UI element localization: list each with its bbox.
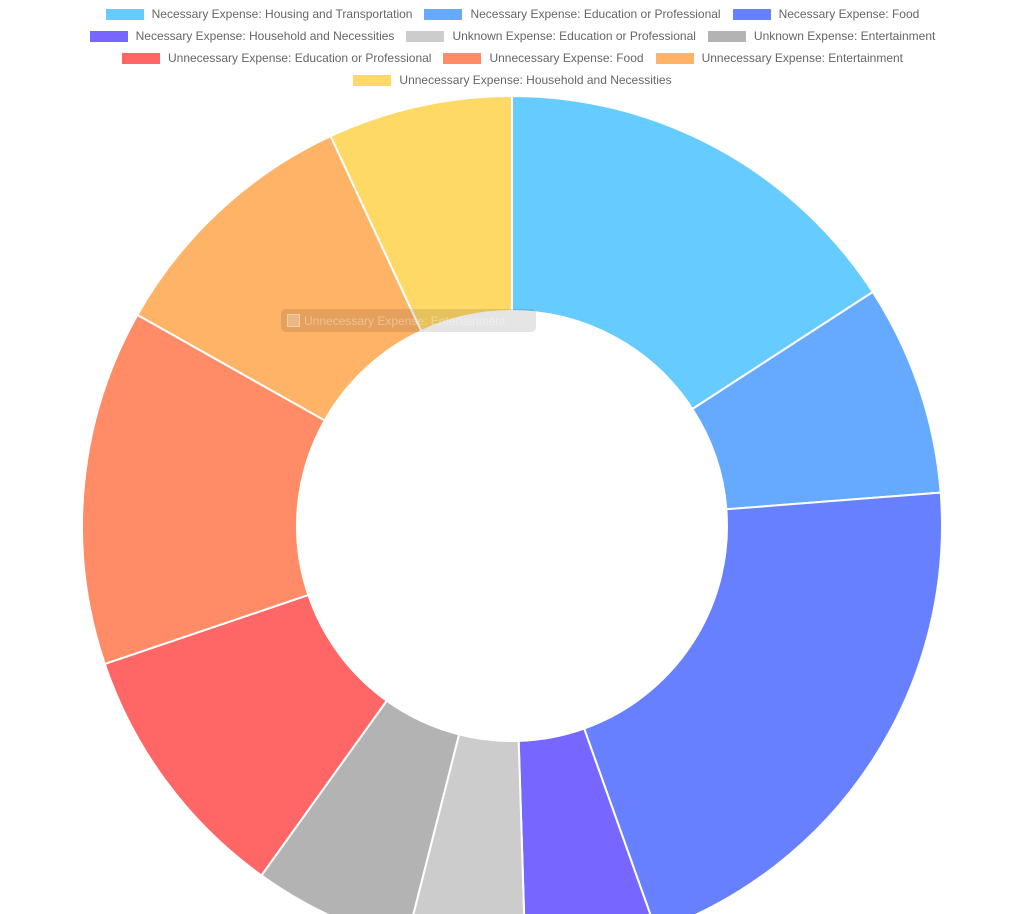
tooltip-label: Unnecessary Expense: Entertainment [304,313,506,328]
legend-item-unnecessary-household[interactable]: Unnecessary Expense: Household and Neces… [353,73,672,87]
legend-label: Necessary Expense: Housing and Transport… [151,7,413,21]
legend-item-unnecessary-education[interactable]: Unnecessary Expense: Education or Profes… [121,51,432,65]
legend-label: Unnecessary Expense: Entertainment [701,51,904,65]
slice-unnecessary-expense-education-or-professional[interactable] [103,593,389,877]
legend-label: Unnecessary Expense: Food [489,51,644,65]
legend-item-necessary-household[interactable]: Necessary Expense: Household and Necessi… [89,29,395,43]
legend-swatch [89,30,128,42]
legend-item-unnecessary-entertainment[interactable]: Unnecessary Expense: Entertainment [655,51,904,65]
legend-swatch [353,74,392,86]
legend-item-necessary-housing-transportation[interactable]: Necessary Expense: Housing and Transport… [105,7,413,21]
legend-swatch [655,52,694,64]
legend-swatch [105,8,144,20]
legend-row: Unnecessary Expense: Education or Profes… [121,47,904,69]
legend-swatch [707,30,746,42]
legend-swatch [732,8,771,20]
legend-item-unnecessary-food[interactable]: Unnecessary Expense: Food [443,51,644,65]
legend-label: Unnecessary Expense: Household and Neces… [399,73,672,87]
legend-row: Necessary Expense: Housing and Transport… [105,3,920,25]
legend-swatch [443,52,482,64]
slice-necessary-expense-household-and-necessities[interactable] [517,727,657,914]
legend-item-necessary-food[interactable]: Necessary Expense: Food [732,7,920,21]
slice-unnecessary-expense-household-and-necessities[interactable] [329,94,513,333]
legend-label: Necessary Expense: Household and Necessi… [135,29,395,43]
legend-item-necessary-education[interactable]: Necessary Expense: Education or Professi… [424,7,721,21]
legend-row: Necessary Expense: Household and Necessi… [89,25,936,47]
legend-swatch [121,52,160,64]
slice-unnecessary-expense-entertainment[interactable] [136,134,423,422]
chart-tooltip: Unnecessary Expense: Entertainment [281,309,536,332]
legend-label: Unnecessary Expense: Education or Profes… [167,51,432,65]
legend-item-unknown-entertainment[interactable]: Unknown Expense: Entertainment [707,29,936,43]
legend-row: Unnecessary Expense: Household and Neces… [353,69,672,91]
chart-legend: Necessary Expense: Housing and Transport… [0,3,1009,91]
legend-swatch [424,8,463,20]
legend-swatch [406,30,445,42]
slice-necessary-expense-housing-and-transportation[interactable] [511,94,875,411]
legend-item-unknown-education[interactable]: Unknown Expense: Education or Profession… [406,29,696,43]
slice-unknown-expense-education-or-professional[interactable] [406,733,526,914]
slice-necessary-expense-food[interactable] [582,491,943,914]
legend-label: Necessary Expense: Food [778,7,920,21]
legend-label: Unknown Expense: Entertainment [753,29,936,43]
slice-unnecessary-expense-food[interactable] [81,313,327,666]
legend-label: Unknown Expense: Education or Profession… [452,29,696,43]
legend-label: Necessary Expense: Education or Professi… [470,7,721,21]
tooltip-swatch [287,314,300,327]
